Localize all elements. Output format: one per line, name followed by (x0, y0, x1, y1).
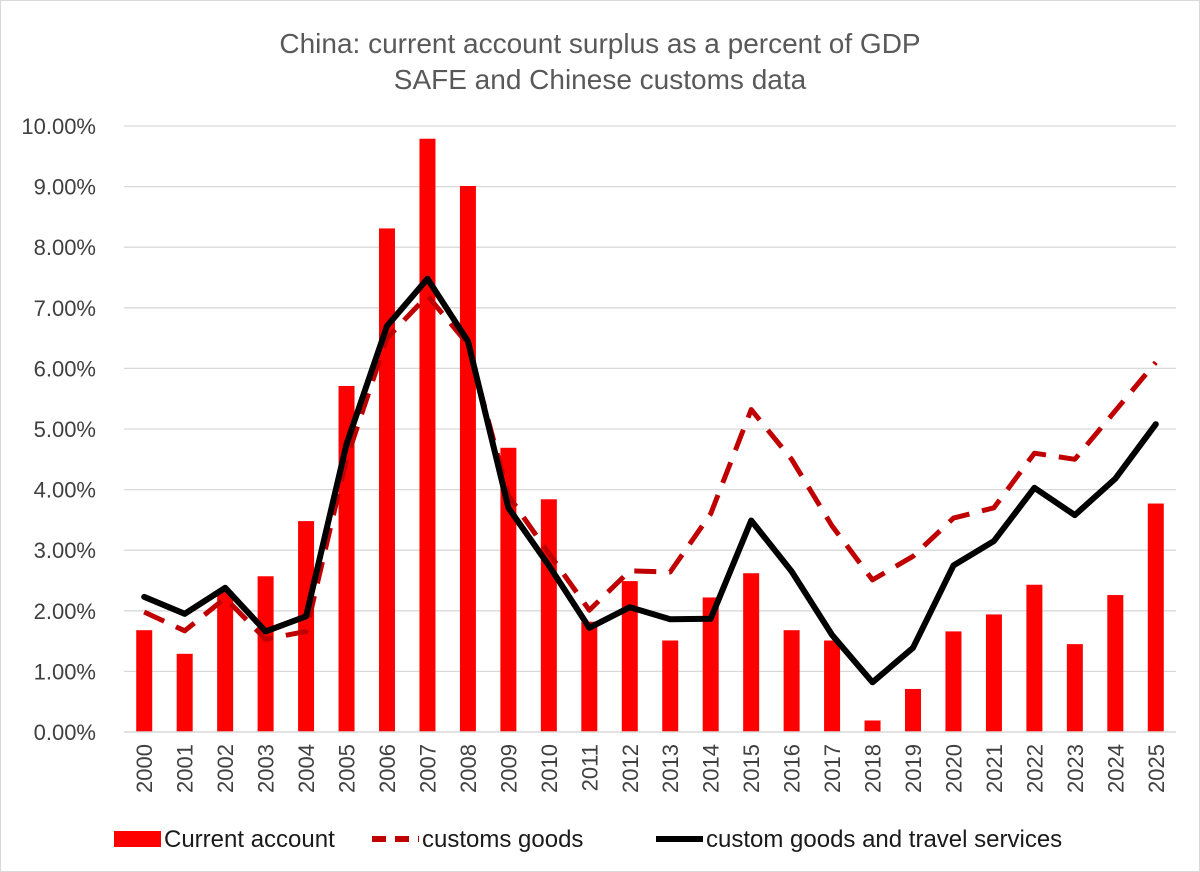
y-tick-label: 0.00% (34, 720, 96, 745)
y-tick-label: 8.00% (34, 235, 96, 260)
y-tick-label: 7.00% (34, 296, 96, 321)
y-axis-ticks: 0.00% 1.00% 2.00% 3.00% 4.00% 5.00% 6.00% 7.00%… (21, 114, 96, 745)
x-tick-label: 2006 (375, 744, 400, 793)
bar-current-account (824, 640, 841, 732)
y-tick-label: 1.00% (34, 659, 96, 684)
line-customs-goods (143, 293, 1158, 642)
bar-current-account (945, 631, 962, 732)
x-tick-label: 2019 (901, 744, 926, 793)
line-custom-goods-travel (141, 275, 1159, 686)
x-tick-label: 2003 (254, 744, 279, 793)
x-tick-label: 2020 (941, 744, 966, 793)
x-tick-label: 2007 (415, 744, 440, 793)
legend-label: customs goods (422, 826, 583, 853)
bar-current-account (985, 614, 1002, 732)
bar-current-account (864, 720, 881, 732)
line-series (141, 275, 1159, 686)
chart-subtitle: SAFE and Chinese customs data (394, 64, 807, 95)
x-tick-label: 2017 (820, 744, 845, 793)
x-tick-label: 2023 (1063, 744, 1088, 793)
x-axis-ticks: 2000 2001 2002 2003 2004 2005 2006 2007 2008 2009… (132, 744, 1169, 793)
gridlines (124, 125, 1176, 673)
x-tick-label: 2010 (537, 744, 562, 793)
bar-series (136, 138, 1164, 732)
x-tick-label: 2024 (1103, 744, 1128, 793)
x-tick-label: 2004 (294, 744, 319, 793)
bar-current-account (217, 591, 234, 732)
y-tick-label: 3.00% (34, 538, 96, 563)
bar-current-account (176, 653, 193, 732)
bar-current-account (419, 138, 436, 732)
bar-current-account (379, 228, 395, 732)
x-tick-label: 2001 (173, 744, 198, 793)
x-tick-label: 2014 (699, 744, 724, 793)
x-tick-label: 2018 (861, 744, 886, 793)
y-tick-label: 5.00% (34, 417, 96, 442)
bar-current-account (500, 447, 517, 732)
bar-current-account (136, 630, 153, 732)
bar-current-account (905, 688, 921, 732)
bar-current-account (1026, 584, 1043, 732)
x-tick-label: 2012 (618, 744, 643, 793)
x-tick-label: 2021 (982, 744, 1007, 793)
x-tick-label: 2015 (739, 744, 764, 793)
bar-current-account (1147, 503, 1164, 732)
bar-current-account (783, 630, 800, 732)
x-tick-label: 2013 (658, 744, 683, 793)
legend-swatch-current-account (114, 831, 161, 847)
bar-current-account (743, 573, 760, 732)
legend-label: Current account (164, 826, 335, 853)
bar-current-account (298, 521, 315, 732)
y-tick-label: 6.00% (34, 356, 96, 381)
x-tick-label: 2009 (496, 744, 521, 793)
x-tick-label: 2005 (335, 744, 360, 793)
y-tick-label: 4.00% (34, 478, 96, 503)
y-tick-label: 10.00% (21, 114, 96, 139)
x-tick-label: 2011 (577, 744, 602, 791)
bar-current-account (621, 581, 638, 732)
legend-label: custom goods and travel services (706, 826, 1062, 853)
x-tick-label: 2016 (780, 744, 805, 793)
bar-current-account (662, 640, 679, 732)
y-tick-label: 9.00% (34, 175, 96, 200)
bar-current-account (581, 621, 598, 732)
x-tick-label: 2025 (1144, 744, 1169, 793)
bar-current-account (540, 499, 557, 732)
chart-title: China: current account surplus as a perc… (279, 28, 920, 59)
bar-current-account (257, 576, 274, 732)
x-tick-label: 2022 (1022, 744, 1047, 793)
bar-current-account (1066, 644, 1083, 732)
bar-current-account (1107, 595, 1124, 732)
x-tick-label: 2002 (213, 744, 238, 793)
y-tick-label: 2.00% (34, 599, 96, 624)
bar-current-account (702, 597, 719, 732)
legend: Current account customs goods custom goods… (114, 826, 1062, 853)
x-tick-label: 2008 (456, 744, 481, 793)
x-tick-label: 2000 (132, 744, 157, 793)
bar-current-account (459, 185, 476, 732)
